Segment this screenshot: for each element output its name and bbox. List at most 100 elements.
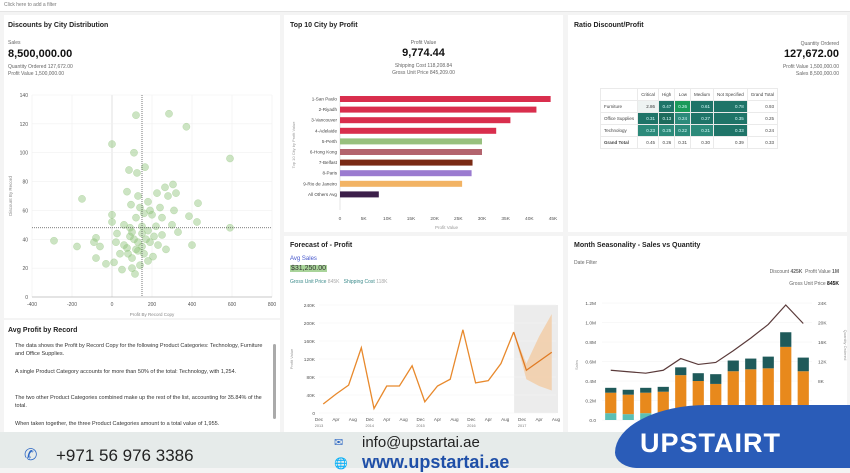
heatmap-cell[interactable]: 0.33 bbox=[746, 136, 778, 149]
scatter-point bbox=[136, 261, 144, 270]
heatmap-cell[interactable]: 0.26 bbox=[674, 100, 691, 113]
stacked-bar-segment bbox=[692, 381, 704, 416]
category-label: 4-Adelaide bbox=[315, 128, 337, 133]
y-tick-label: 0.0 bbox=[589, 418, 596, 424]
y-tick-label: 20 bbox=[22, 266, 28, 272]
bar bbox=[340, 191, 379, 198]
scatter-point bbox=[140, 209, 148, 218]
heatmap-cell[interactable]: 2.86 bbox=[637, 100, 659, 113]
ratio-heatmap[interactable]: Critical High Low Medium Not Specified Grand … bbox=[599, 88, 778, 149]
scatter-point bbox=[120, 241, 128, 249]
heatmap-cell[interactable]: 0.47 bbox=[657, 100, 676, 113]
profit-line bbox=[322, 329, 515, 411]
heatmap-cell[interactable]: 0.61 bbox=[689, 100, 715, 113]
heatmap-cell[interactable]: 0.33 bbox=[713, 124, 748, 137]
x-tick-label: Dec bbox=[366, 417, 375, 422]
heatmap-cell[interactable]: 0.31 bbox=[637, 112, 659, 125]
y-tick-label: 100 bbox=[20, 151, 29, 157]
top-cities-bar-chart[interactable]: 0 5K 10K 15K 20K 25K 30K 35K 40K 45K 1-San Paulo 2-… bbox=[283, 90, 566, 230]
scatter-point bbox=[125, 166, 133, 174]
scatter-point bbox=[127, 200, 135, 209]
panel-title: Avg Profit by Record bbox=[8, 327, 78, 334]
heatmap-cell[interactable]: 0.30 bbox=[689, 136, 715, 149]
forecast-line-chart[interactable]: 0 40K 80K 120K 160K 200K 240K Dec Apr Aug Dec Apr Au… bbox=[283, 295, 566, 435]
category-label: 6-Hong Kong bbox=[310, 150, 338, 155]
y2-tick-label: 16K bbox=[818, 340, 827, 346]
email-link[interactable]: info@upstartai.ae bbox=[362, 434, 480, 451]
x-tick-label: Apr bbox=[383, 417, 391, 422]
panel-title: Forecast of - Profit bbox=[290, 242, 353, 249]
globe-icon: 🌐 bbox=[334, 458, 348, 470]
scatter-point bbox=[118, 265, 126, 274]
x-tick-label: 800 bbox=[268, 302, 277, 308]
date-filter[interactable]: Date Filter bbox=[574, 260, 598, 266]
metric-label: Profit Value bbox=[805, 269, 831, 275]
bar-panel: Top 10 City by Profit Profit Value 9,774… bbox=[284, 15, 563, 232]
stacked-bar-segment bbox=[797, 357, 809, 372]
stacked-bar-segment bbox=[762, 356, 774, 369]
legend-label: Gross Unit Price bbox=[290, 279, 327, 285]
x-tick-label: 5K bbox=[361, 216, 368, 222]
heatmap-cell[interactable]: 0.35 bbox=[713, 112, 748, 125]
heatmap-cell[interactable]: 0.93 bbox=[746, 100, 778, 113]
y2-tick-label: 24K bbox=[818, 301, 827, 307]
filter-bar[interactable]: Click here to add a filter bbox=[0, 0, 850, 12]
kpi-sub: Profit Value 1,500,000.00 bbox=[8, 71, 65, 77]
stacked-bar-segment bbox=[622, 394, 634, 415]
stacked-bar-segment bbox=[675, 367, 687, 376]
heatmap-cell[interactable]: 0.24 bbox=[746, 124, 778, 137]
scatter-point bbox=[130, 148, 138, 157]
y-tick-label: 0.6M bbox=[585, 360, 596, 366]
scrollbar[interactable] bbox=[273, 344, 276, 419]
year-label: 2016 bbox=[467, 424, 475, 428]
y-tick-label: 0 bbox=[312, 411, 315, 417]
scatter-point bbox=[165, 109, 173, 118]
heatmap-cell[interactable]: 0.27 bbox=[689, 112, 715, 125]
heatmap-cell[interactable]: 0.23 bbox=[637, 124, 659, 137]
kpi-sub: Quantity Ordered 127,672.00 bbox=[8, 64, 73, 70]
stacked-bar-segment bbox=[640, 392, 652, 414]
x-tick-label: Aug bbox=[450, 417, 459, 422]
legend-value: 118K bbox=[376, 279, 388, 285]
heatmap-row: Technology 0.23 0.25 0.22 0.21 0.33 0.24 bbox=[599, 124, 778, 137]
y-axis-title: Top 10 City by Profit Value bbox=[291, 121, 296, 169]
heatmap-cell[interactable]: 0.22 bbox=[674, 124, 691, 137]
heatmap-cell[interactable]: 0.31 bbox=[674, 136, 691, 149]
stacked-bar-segment bbox=[675, 375, 687, 415]
scatter-point bbox=[128, 254, 136, 262]
column-header: Not Specified bbox=[713, 88, 748, 101]
category-label: All Others Avg bbox=[308, 192, 337, 197]
scatter-point bbox=[128, 228, 136, 236]
scatter-point bbox=[110, 258, 118, 267]
heatmap-cell[interactable]: 0.25 bbox=[746, 112, 778, 125]
heatmap-cell[interactable]: 0.26 bbox=[657, 136, 676, 149]
scatter-point bbox=[126, 232, 134, 241]
y-tick-label: 160K bbox=[304, 339, 316, 345]
website-link[interactable]: www.upstartai.ae bbox=[362, 452, 510, 472]
x-tick-label: -400 bbox=[27, 302, 37, 308]
stacked-bar-segment bbox=[762, 368, 774, 416]
forecast-band bbox=[513, 314, 552, 391]
scatter-point bbox=[150, 232, 158, 241]
metric-value: 1M bbox=[832, 269, 839, 275]
scatter-chart[interactable]: -400 -200 0 200 400 600 800 0 20 40 60 80 100 120 140 P… bbox=[0, 85, 283, 317]
heatmap-cell[interactable]: 0.78 bbox=[713, 100, 748, 113]
category-label: 7-Belfast bbox=[319, 160, 338, 165]
x-tick-label: Apr bbox=[485, 417, 493, 422]
scatter-point bbox=[154, 241, 162, 249]
heatmap-cell[interactable]: 0.45 bbox=[637, 136, 659, 149]
scatter-point bbox=[158, 231, 166, 239]
heatmap-cell[interactable]: 0.25 bbox=[657, 124, 676, 137]
y-tick-label: 80K bbox=[306, 375, 315, 381]
filter-bar-text[interactable]: Click here to add a filter bbox=[4, 2, 57, 8]
column-header: Medium bbox=[689, 88, 715, 101]
stacked-bar-segment bbox=[710, 374, 722, 384]
phone-number[interactable]: +971 56 976 3386 bbox=[56, 446, 194, 465]
heatmap-row: Furniture 2.86 0.47 0.26 0.61 0.78 0.93 bbox=[599, 100, 778, 113]
heatmap-cell[interactable]: 0.39 bbox=[713, 136, 748, 149]
scatter-point bbox=[148, 210, 156, 219]
heatmap-cell[interactable]: 0.21 bbox=[689, 124, 715, 137]
scatter-point bbox=[149, 252, 157, 261]
heatmap-cell[interactable]: 0.13 bbox=[657, 112, 676, 125]
heatmap-cell[interactable]: 0.24 bbox=[674, 112, 691, 125]
